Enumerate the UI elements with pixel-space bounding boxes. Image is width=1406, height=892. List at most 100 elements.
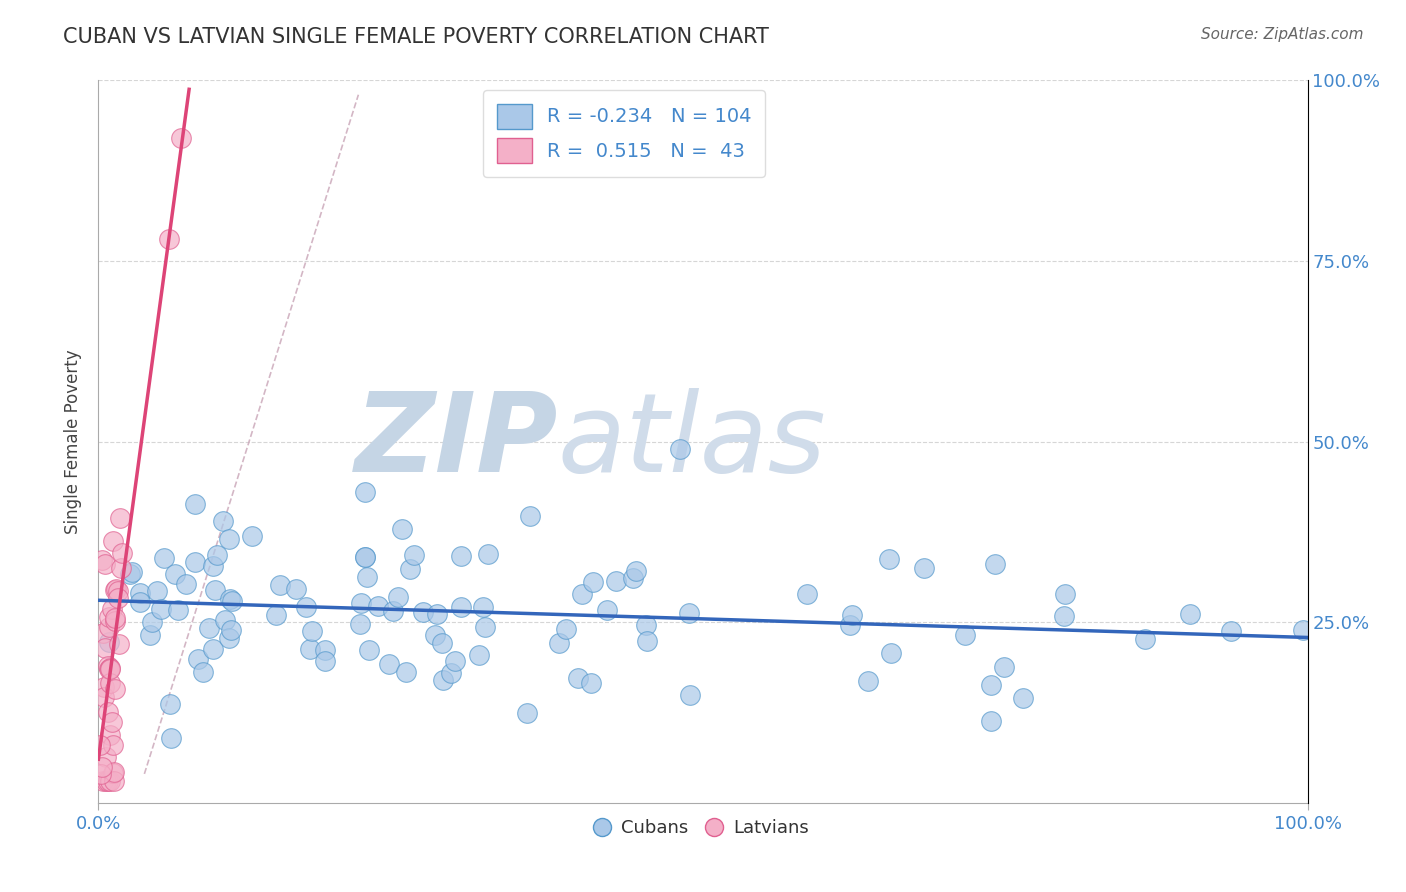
Point (596, 603, 619, 617)
Point (96, 749, 118, 764)
Point (796, 587, 818, 601)
Point (678, 607, 700, 621)
Point (184, 555, 207, 569)
Point (914, 561, 936, 575)
Point (167, 603, 190, 617)
Point (353, 485, 375, 500)
Point (108, 637, 131, 651)
Point (128, 585, 150, 599)
Point (100, 662, 122, 676)
Point (97, 774, 120, 789)
Point (387, 590, 409, 604)
Point (91, 760, 114, 774)
Point (634, 618, 657, 632)
Point (354, 550, 377, 565)
Point (668, 442, 690, 456)
Point (468, 648, 491, 662)
Point (101, 533, 124, 548)
Point (450, 549, 472, 564)
Point (679, 689, 702, 703)
Point (444, 654, 467, 668)
Point (980, 714, 1002, 728)
Point (97, 659, 120, 673)
Point (111, 546, 134, 560)
Point (97, 705, 120, 719)
Point (266, 608, 288, 623)
Point (94, 558, 117, 572)
Point (110, 561, 132, 575)
Point (128, 594, 150, 608)
Point (139, 628, 162, 642)
Point (149, 602, 172, 616)
Point (174, 576, 197, 591)
Point (120, 566, 142, 581)
Point (97, 620, 120, 634)
Point (101, 765, 124, 780)
Point (395, 665, 418, 679)
Point (980, 678, 1002, 692)
Point (605, 574, 627, 589)
Point (103, 764, 125, 779)
Point (423, 627, 446, 641)
Point (205, 548, 228, 562)
Point (399, 562, 422, 576)
Legend: Cubans, Latvians: Cubans, Latvians (591, 812, 815, 845)
Point (298, 641, 321, 656)
Point (314, 643, 336, 657)
Point (519, 508, 541, 523)
Point (100, 601, 122, 615)
Point (169, 131, 191, 145)
Point (349, 596, 371, 610)
Point (94, 774, 117, 789)
Point (93, 641, 115, 656)
Point (93, 690, 115, 704)
Point (91, 553, 114, 567)
Point (993, 659, 1015, 673)
Point (108, 511, 131, 525)
Point (314, 654, 336, 668)
Point (838, 618, 860, 632)
Point (879, 551, 901, 566)
Point (141, 615, 163, 629)
Y-axis label: Single Female Poverty: Single Female Poverty (65, 350, 83, 533)
Point (624, 565, 647, 579)
Point (579, 676, 602, 690)
Point (98, 661, 121, 675)
Point (381, 603, 404, 617)
Point (157, 232, 180, 246)
Point (1178, 607, 1201, 621)
Point (103, 774, 125, 789)
Point (105, 582, 128, 596)
Text: ZIP: ZIP (354, 388, 558, 495)
Point (104, 682, 127, 697)
Point (90, 767, 112, 781)
Point (98, 728, 121, 742)
Point (1292, 623, 1315, 637)
Point (211, 514, 233, 528)
Point (202, 641, 225, 656)
Point (1052, 609, 1074, 624)
Point (471, 600, 494, 615)
Point (450, 600, 472, 615)
Point (404, 549, 426, 563)
Point (269, 578, 291, 592)
Point (184, 497, 207, 511)
Point (91, 774, 114, 789)
Point (1012, 691, 1035, 706)
Point (187, 652, 209, 666)
Point (214, 613, 236, 627)
Point (367, 599, 389, 613)
Point (221, 594, 243, 608)
Point (104, 611, 127, 625)
Text: Source: ZipAtlas.com: Source: ZipAtlas.com (1201, 27, 1364, 42)
Point (426, 607, 449, 622)
Point (159, 731, 181, 745)
Point (555, 622, 578, 636)
Point (91, 626, 114, 640)
Point (89, 738, 111, 752)
Point (354, 550, 377, 565)
Point (121, 565, 143, 579)
Point (101, 715, 124, 730)
Point (201, 559, 224, 574)
Point (439, 666, 461, 681)
